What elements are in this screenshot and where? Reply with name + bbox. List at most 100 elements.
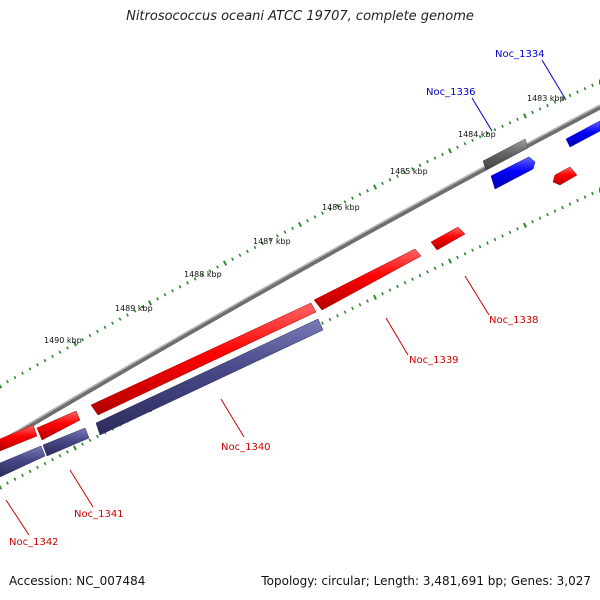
outer-scale-tick bbox=[433, 156, 437, 160]
inner-scale-tick bbox=[456, 255, 459, 260]
inner-scale-tick bbox=[418, 273, 422, 278]
outer-scale-tick bbox=[238, 253, 242, 257]
inner-scale-tick bbox=[0, 484, 3, 490]
scale-label-1490: 1490 kbp bbox=[44, 336, 82, 345]
inner-scale-tick bbox=[591, 191, 594, 196]
scale-label-1483: 1483 kbp bbox=[527, 94, 565, 103]
gene-label-noc1334[interactable]: Noc_1334 bbox=[495, 49, 545, 60]
gene-label-noc1341[interactable]: Noc_1341 bbox=[74, 509, 124, 520]
gene-label-noc1340[interactable]: Noc_1340 bbox=[221, 442, 271, 453]
outer-scale-tick bbox=[103, 325, 107, 329]
outer-scale-tick bbox=[583, 86, 587, 91]
outer-scale-tick bbox=[43, 358, 47, 363]
leader-noc1342 bbox=[5, 499, 30, 536]
inner-scale-tick bbox=[28, 469, 32, 474]
gene-noc1341-feature[interactable] bbox=[36, 410, 81, 441]
outer-scale-tick bbox=[126, 313, 129, 317]
gene-noc1336-feature[interactable] bbox=[482, 138, 529, 171]
inner-scale-tick bbox=[508, 230, 512, 235]
inner-scale-tick bbox=[561, 205, 564, 210]
inner-scale-tick bbox=[553, 209, 557, 213]
inner-scale-tick bbox=[501, 234, 504, 238]
outer-scale-tick bbox=[381, 181, 384, 186]
inner-scale-tick bbox=[366, 299, 369, 303]
gene-noc1340-track[interactable] bbox=[95, 318, 324, 436]
outer-scale-tick bbox=[553, 100, 557, 104]
outer-scale-tick bbox=[246, 249, 249, 254]
gene-noc1340-feature[interactable] bbox=[90, 302, 317, 416]
gene-label-noc1336[interactable]: Noc_1336 bbox=[426, 87, 476, 98]
outer-scale-tick bbox=[66, 346, 69, 350]
gene-noc1339-feature[interactable] bbox=[313, 248, 422, 311]
outer-scale-tick bbox=[141, 305, 144, 309]
gene-labels: Noc_1334 Noc_1336 Noc_1338 Noc_1339 Noc_… bbox=[9, 49, 545, 548]
outer-scale-tick bbox=[171, 289, 174, 293]
outer-scale-tick bbox=[358, 192, 362, 197]
inner-scale-tick bbox=[576, 198, 579, 203]
inner-scale-tick bbox=[531, 220, 534, 224]
outer-scale-tick bbox=[501, 124, 504, 128]
outer-scale-tick bbox=[193, 277, 197, 281]
outer-scale-tick bbox=[463, 142, 467, 146]
outer-scale-tick bbox=[88, 333, 92, 338]
outer-scale-tick bbox=[291, 226, 294, 230]
leader-noc1339 bbox=[385, 317, 409, 356]
gene-noc1342-feature[interactable] bbox=[0, 424, 38, 452]
outer-scale-tick bbox=[231, 257, 234, 261]
outer-scale-tick bbox=[118, 317, 122, 321]
gene-label-noc1342[interactable]: Noc_1342 bbox=[9, 537, 59, 548]
inner-scale-tick bbox=[73, 445, 77, 451]
outer-scale-tick bbox=[366, 189, 369, 193]
outer-scale-tick bbox=[336, 203, 339, 208]
inner-scale-tick bbox=[88, 438, 92, 442]
inner-scale-tick bbox=[13, 477, 17, 481]
gene-label-noc1338[interactable]: Noc_1338 bbox=[489, 315, 539, 326]
outer-scale-tick bbox=[456, 145, 459, 150]
gene-noc1341-track[interactable] bbox=[42, 427, 90, 457]
outer-scale-tick bbox=[373, 184, 377, 190]
gene-noc1342-track[interactable] bbox=[0, 445, 46, 478]
gene-noc1334-feature[interactable] bbox=[565, 120, 600, 148]
outer-scale-tick bbox=[156, 297, 159, 301]
gene-noc1338-feature[interactable] bbox=[430, 226, 466, 251]
outer-scale-tick bbox=[351, 196, 354, 200]
gene-noc1335-feature[interactable] bbox=[490, 156, 536, 190]
outer-scale-tick bbox=[163, 293, 167, 297]
outer-scale-tick bbox=[396, 174, 399, 178]
inner-scale-tick bbox=[21, 473, 24, 477]
genome-summary-text: Topology: circular; Length: 3,481,691 bp… bbox=[261, 574, 591, 588]
outer-scale-tick bbox=[306, 219, 309, 223]
outer-scale-tick bbox=[222, 260, 228, 266]
label-leader-lines bbox=[5, 59, 567, 536]
outer-scale-tick bbox=[426, 159, 429, 164]
inner-scale-tick bbox=[441, 262, 444, 267]
inner-scale-tick bbox=[538, 216, 542, 220]
outer-scale-tick bbox=[133, 309, 137, 313]
inner-scale-tick bbox=[493, 237, 497, 242]
outer-scale-tick bbox=[561, 97, 564, 101]
inner-scale-tick bbox=[516, 227, 519, 231]
outer-scale-tick bbox=[96, 329, 99, 334]
outer-scale-tick bbox=[508, 121, 512, 125]
outer-scale-tick bbox=[531, 110, 534, 115]
scale-label-1488: 1488 kbp bbox=[184, 270, 222, 279]
gene-label-noc1339[interactable]: Noc_1339 bbox=[409, 355, 459, 366]
outer-scale-tick bbox=[321, 211, 324, 215]
outer-scale-tick bbox=[546, 103, 549, 108]
scale-labels: 1483 kbp 1484 kbp 1485 kbp 1486 kbp 1487… bbox=[44, 94, 565, 345]
gene-noc1337-feature[interactable] bbox=[552, 166, 578, 186]
inner-scale-tick bbox=[411, 277, 414, 281]
inner-scale-tick bbox=[43, 461, 47, 466]
outer-scale-tick bbox=[343, 200, 347, 204]
inner-scale-tick bbox=[343, 310, 347, 314]
inner-scale-tick bbox=[336, 314, 339, 318]
outer-scale-ticks bbox=[0, 79, 600, 389]
leader-noc1341 bbox=[69, 469, 94, 508]
outer-scale-tick bbox=[471, 138, 474, 142]
outer-scale-tick bbox=[493, 128, 497, 132]
inner-scale-tick bbox=[58, 454, 62, 458]
inner-scale-tick bbox=[433, 266, 437, 270]
outer-scale-tick bbox=[147, 300, 153, 306]
outer-scale-tick bbox=[328, 207, 332, 212]
outer-scale-tick bbox=[276, 234, 279, 238]
